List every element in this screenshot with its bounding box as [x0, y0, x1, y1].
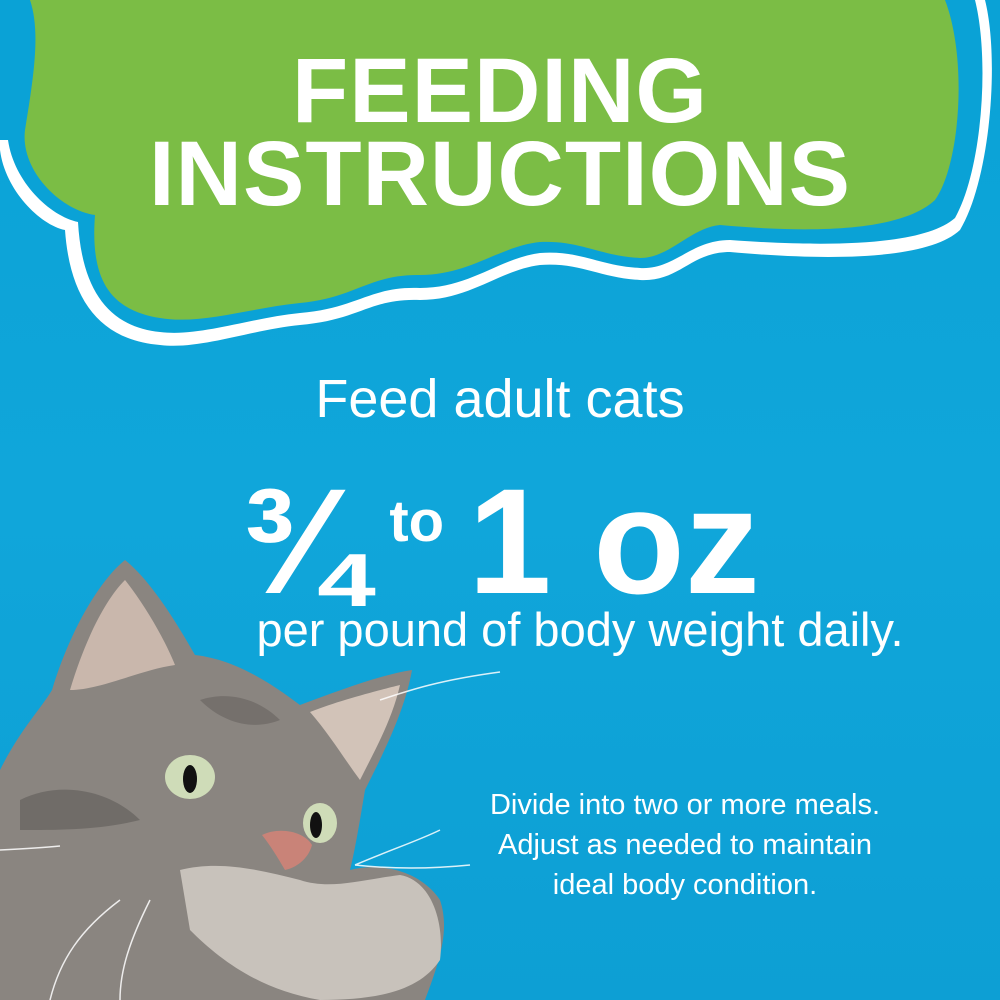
- cat-nose: [262, 830, 312, 870]
- green-cloud: [24, 0, 959, 320]
- note-line: Divide into two or more meals.: [489, 789, 881, 821]
- amount-to: to: [389, 489, 445, 554]
- intro-text: Feed adult cats: [315, 369, 685, 429]
- note-line: ideal body condition.: [552, 869, 818, 901]
- amount-value: 1 oz: [468, 457, 760, 625]
- headline-line-1: FEEDING: [292, 40, 708, 142]
- amount-fraction: ¾: [240, 457, 366, 625]
- per-text: per pound of body weight daily.: [256, 603, 904, 656]
- amount: ¾ to 1 oz: [0, 455, 1000, 628]
- headline-line-2: INSTRUCTIONS: [149, 123, 851, 225]
- feeding-note: Divide into two or more meals. Adjust as…: [440, 785, 930, 905]
- cat-image: [0, 560, 501, 1000]
- note-line: Adjust as needed to maintain: [497, 829, 873, 861]
